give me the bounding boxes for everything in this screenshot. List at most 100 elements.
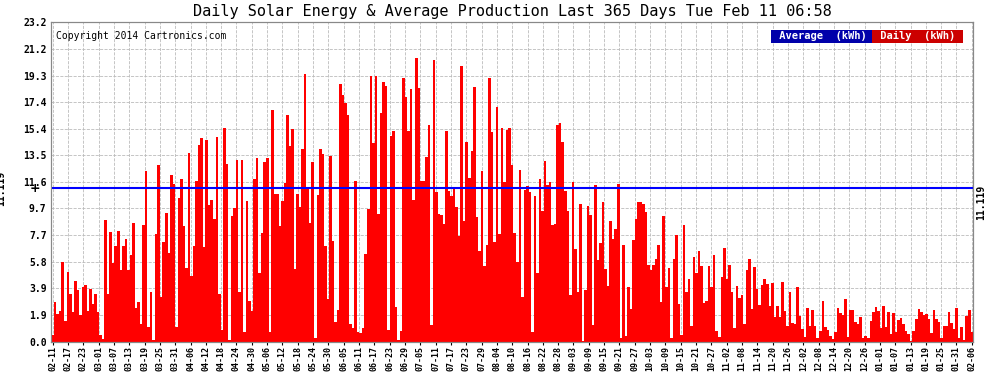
Bar [183,226,185,342]
Bar [190,276,193,342]
Bar [745,270,748,342]
Bar [273,194,276,342]
Bar [294,269,296,342]
Bar [963,340,965,342]
Bar [79,315,81,342]
Bar [418,88,420,342]
Bar [430,325,433,342]
Bar [81,287,84,342]
Bar [107,294,110,342]
Bar [473,87,475,342]
Bar [548,182,551,342]
Bar [133,223,135,342]
Bar [372,143,374,342]
Bar [250,311,253,342]
Bar [576,292,579,342]
Bar [104,220,107,342]
Bar [923,315,925,342]
Bar [913,331,915,342]
Bar [587,206,589,342]
Bar [700,266,703,342]
Bar [635,219,638,342]
Bar [145,171,148,342]
Bar [405,98,408,342]
Bar [970,332,973,342]
Bar [675,236,677,342]
Bar [342,95,345,342]
Bar [332,241,335,342]
Bar [610,220,612,342]
Bar [271,110,273,342]
Bar [506,129,509,342]
Bar [965,316,968,342]
Bar [349,324,351,342]
Bar [160,297,162,342]
Bar [165,213,167,342]
Bar [322,154,324,342]
Bar [369,76,372,342]
Bar [175,327,177,342]
Bar [880,328,882,342]
Bar [766,284,768,342]
Bar [589,215,592,342]
Bar [874,308,877,342]
Bar [319,149,322,342]
Bar [657,245,660,342]
Bar [625,336,627,342]
Bar [231,216,234,342]
Bar [597,260,599,342]
Bar [180,178,183,342]
Bar [51,335,53,342]
Bar [844,299,846,342]
Bar [553,224,556,342]
Bar [564,191,566,342]
Text: Daily  (kWh): Daily (kWh) [873,32,961,41]
Bar [452,187,455,342]
Bar [942,326,945,342]
Bar [630,309,633,342]
Bar [592,326,594,342]
Bar [799,316,801,342]
Bar [162,242,165,342]
Bar [486,245,488,342]
Bar [534,196,537,342]
Bar [76,290,79,342]
Bar [478,251,481,342]
Bar [960,327,963,342]
Bar [750,309,753,342]
Bar [327,299,329,342]
Bar [374,76,377,342]
Bar [200,138,203,342]
Bar [928,319,931,342]
Bar [569,295,571,342]
Bar [685,292,688,342]
Bar [602,202,604,342]
Bar [61,262,64,342]
Text: Average  (kWh): Average (kWh) [773,32,873,41]
Bar [734,328,736,342]
Bar [647,266,649,342]
Bar [776,306,778,342]
Bar [140,324,143,342]
Bar [526,186,529,342]
Bar [261,233,263,342]
Bar [849,310,851,342]
Bar [56,314,59,342]
Bar [644,211,647,342]
Bar [218,294,221,342]
Bar [940,338,942,342]
Bar [559,123,561,342]
Bar [304,74,307,342]
Bar [952,328,955,342]
Bar [239,292,241,342]
Bar [226,164,228,342]
Bar [516,262,519,342]
Bar [698,251,700,342]
Bar [819,332,822,342]
Bar [781,282,784,342]
Bar [402,78,405,342]
Bar [234,208,236,342]
Bar [112,262,115,342]
Bar [840,313,842,342]
Bar [496,106,498,342]
